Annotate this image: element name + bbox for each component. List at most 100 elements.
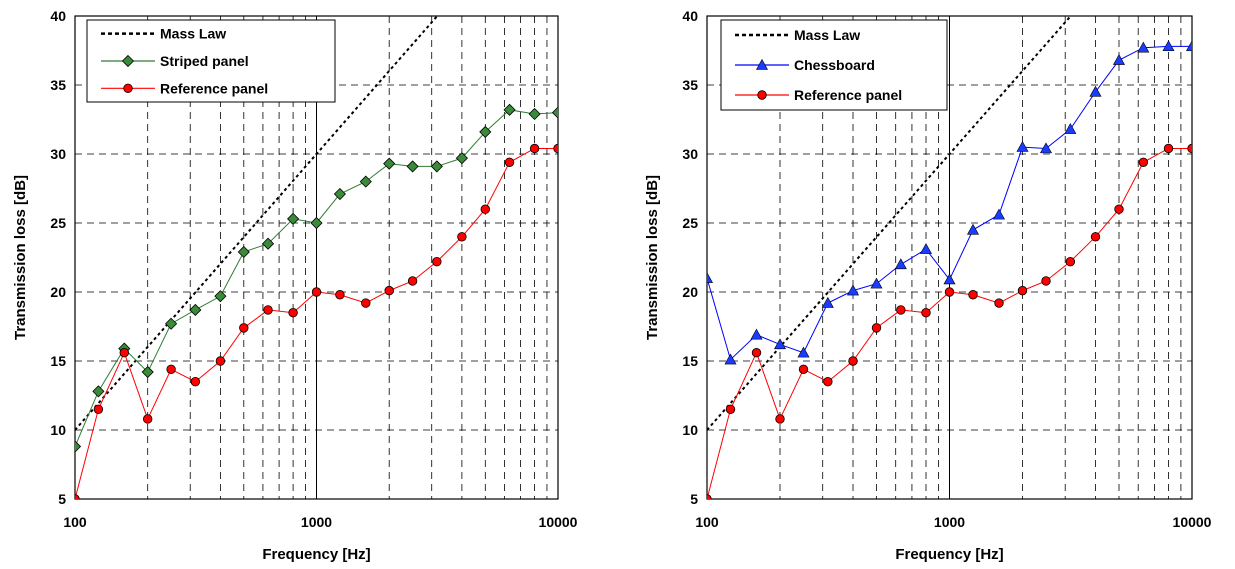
data-point	[311, 287, 322, 297]
data-point	[1112, 54, 1126, 65]
data-point	[750, 328, 763, 340]
data-point	[871, 323, 882, 333]
data-point	[214, 290, 227, 303]
data-point	[1163, 143, 1174, 154]
data-point	[1016, 140, 1029, 152]
data-point	[479, 125, 492, 138]
data-point	[141, 365, 154, 379]
y-tick-label: 10	[50, 422, 66, 438]
series-chessboard	[707, 40, 1192, 365]
data-point	[968, 290, 978, 300]
data-point	[333, 187, 346, 201]
legend: Mass Law Chessboard Reference panel	[720, 19, 948, 111]
data-point	[1017, 285, 1028, 296]
data-point	[1089, 85, 1102, 97]
series-mass-law	[707, 16, 1072, 431]
data-point	[165, 317, 178, 330]
data-point	[1138, 157, 1149, 167]
data-point	[407, 276, 418, 286]
y-tick-label: 40	[682, 8, 698, 24]
data-point	[551, 106, 558, 119]
data-point	[707, 272, 714, 283]
data-point	[503, 103, 516, 116]
data-point	[75, 494, 80, 499]
legend-label-mass-law: Mass Law	[160, 26, 226, 42]
data-point	[406, 160, 419, 173]
legend-marker	[755, 58, 769, 70]
transmission-loss-chart-chessboard: 5 10 15 20 25 30 35 40 100 1000 10000 Frequency [Hz…	[644, 8, 1212, 563]
legend-marker	[121, 54, 135, 68]
data-point	[725, 404, 736, 415]
data-point	[870, 277, 883, 289]
data-point	[707, 494, 712, 499]
data-point	[894, 258, 907, 270]
data-point	[944, 287, 955, 297]
data-point	[261, 237, 275, 250]
y-tick-label: 35	[682, 77, 698, 93]
data-point	[75, 440, 82, 453]
data-point	[93, 404, 104, 415]
data-point	[288, 308, 298, 318]
data-point	[455, 152, 468, 165]
data-point	[142, 414, 153, 424]
y-axis-label: Transmission loss [dB]	[644, 175, 661, 340]
legend-label-striped-panel: Striped panel	[160, 53, 249, 69]
data-point	[383, 157, 396, 170]
y-tick-label: 25	[50, 215, 66, 231]
data-point	[432, 256, 442, 267]
data-point	[1162, 40, 1175, 52]
series-reference-panel	[75, 143, 558, 499]
data-point	[943, 273, 956, 285]
y-axis-label: Transmission loss [dB]	[12, 175, 29, 340]
data-point	[189, 303, 202, 317]
data-point	[119, 348, 129, 358]
series-line-mass-law	[75, 16, 438, 431]
data-point	[1041, 276, 1051, 286]
data-point	[361, 298, 371, 308]
legend-marker	[757, 90, 767, 100]
data-point	[480, 204, 491, 214]
y-tick-label: 35	[50, 77, 66, 93]
data-point	[215, 356, 226, 366]
data-point	[773, 338, 787, 350]
legend-label-reference-panel: Reference panel	[794, 87, 902, 103]
data-point	[237, 245, 250, 259]
data-point	[335, 290, 345, 300]
y-tick-label: 15	[50, 353, 66, 369]
grid	[707, 16, 1192, 499]
data-point	[430, 160, 443, 173]
data-point	[1187, 143, 1192, 154]
data-point	[1185, 40, 1192, 52]
data-point	[919, 243, 933, 254]
legend-label-mass-law: Mass Law	[794, 27, 860, 43]
data-point	[528, 107, 541, 121]
data-point	[359, 175, 372, 188]
data-point	[166, 364, 176, 374]
y-tick-label: 10	[682, 422, 698, 438]
data-point	[751, 348, 762, 358]
data-point	[896, 305, 906, 315]
data-point	[287, 212, 300, 225]
x-tick-label: 100	[695, 514, 719, 530]
y-tick-label: 15	[682, 353, 698, 369]
series-group	[75, 16, 558, 499]
data-point	[457, 232, 467, 242]
legend-label-reference-panel: Reference panel	[160, 80, 268, 96]
x-tick-label: 1000	[934, 514, 965, 530]
y-tick-label: 30	[50, 146, 66, 162]
data-point	[1065, 256, 1076, 267]
transmission-loss-chart-striped: 5 10 15 20 25 30 35 40 100 1000 10000 Frequency [Hz…	[12, 8, 578, 563]
data-point	[823, 377, 833, 387]
y-tick-label: 20	[682, 284, 698, 300]
data-point	[504, 157, 515, 167]
data-point	[1090, 232, 1101, 242]
data-point	[384, 285, 394, 296]
data-point	[724, 353, 737, 365]
data-point	[797, 346, 810, 358]
legend-label-chessboard: Chessboard	[794, 57, 875, 73]
series-line-mass-law	[707, 16, 1072, 431]
data-point	[921, 308, 931, 318]
series-reference-panel	[707, 143, 1192, 499]
x-tick-label: 10000	[1173, 514, 1212, 530]
